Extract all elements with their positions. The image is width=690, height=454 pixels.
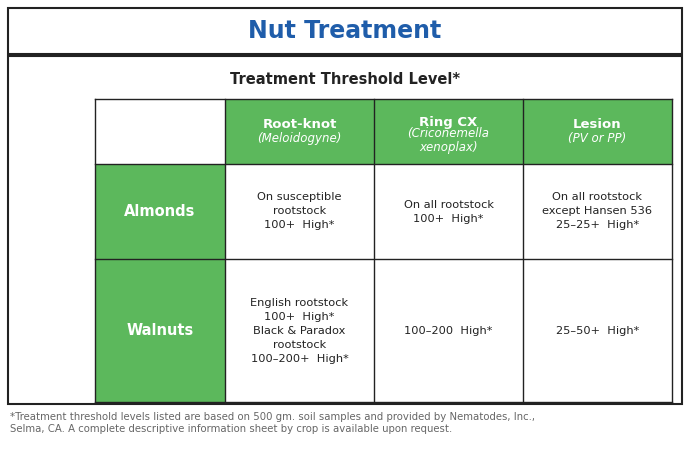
- Text: 25–50+  High*: 25–50+ High*: [556, 326, 639, 336]
- Text: Lesion: Lesion: [573, 118, 622, 131]
- Text: 100–200  High*: 100–200 High*: [404, 326, 493, 336]
- Text: Ring CX: Ring CX: [420, 116, 477, 129]
- Text: Root-knot: Root-knot: [262, 118, 337, 131]
- Bar: [225, 99, 672, 164]
- Text: On all rootstock
except Hansen 536
25–25+  High*: On all rootstock except Hansen 536 25–25…: [542, 192, 653, 231]
- Text: Treatment Threshold Level*: Treatment Threshold Level*: [230, 71, 460, 87]
- Text: (Meloidogyne): (Meloidogyne): [257, 132, 342, 145]
- Text: On susceptible
rootstock
100+  High*: On susceptible rootstock 100+ High*: [257, 192, 342, 231]
- Text: English rootstock
100+  High*
Black & Paradox
rootstock
100–200+  High*: English rootstock 100+ High* Black & Par…: [250, 297, 348, 364]
- Text: *Treatment threshold levels listed are based on 500 gm. soil samples and provide: *Treatment threshold levels listed are b…: [10, 412, 535, 434]
- Text: Nut Treatment: Nut Treatment: [248, 19, 442, 43]
- Text: Almonds: Almonds: [124, 204, 196, 219]
- Bar: [8, 8, 682, 54]
- Bar: [95, 259, 225, 402]
- Text: Walnuts: Walnuts: [126, 323, 194, 338]
- Text: (PV or PP): (PV or PP): [569, 132, 627, 145]
- Bar: [95, 164, 225, 259]
- Bar: [8, 56, 682, 404]
- Text: (Criconemella
xenoplax): (Criconemella xenoplax): [408, 127, 489, 154]
- Text: On all rootstock
100+  High*: On all rootstock 100+ High*: [404, 199, 493, 223]
